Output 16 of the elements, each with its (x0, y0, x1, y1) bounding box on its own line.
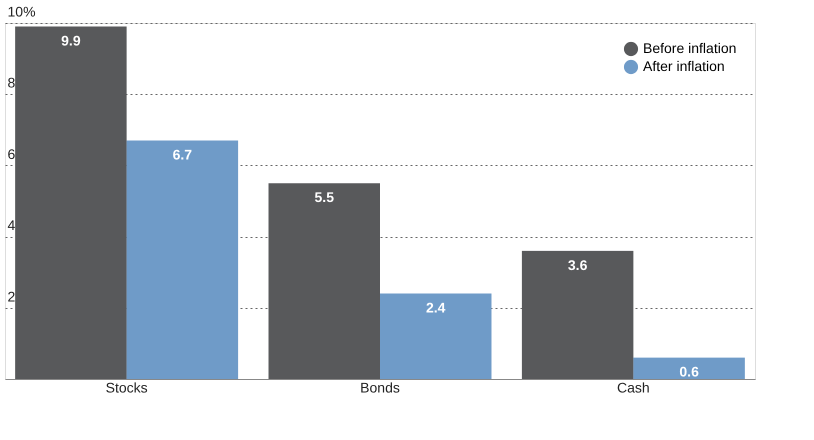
y-tick-label: 10% (8, 4, 36, 20)
x-tick-label: Bonds (360, 380, 400, 396)
y-tick-label: 2 (8, 288, 16, 304)
data-label: 2.4 (426, 300, 446, 316)
data-label: 3.6 (568, 256, 588, 273)
data-label: 0.6 (679, 364, 700, 380)
x-tick-label: Cash (617, 380, 650, 396)
y-tick-label: 4 (8, 217, 16, 234)
x-tick-label: Stocks (106, 380, 148, 396)
data-label: 9.9 (61, 32, 81, 49)
data-label: 6.7 (172, 146, 192, 162)
legend-label: Before inflation (643, 40, 736, 56)
data-label: 5.5 (314, 189, 334, 206)
legend-label: After inflation (643, 58, 725, 74)
y-tick-label: 6 (8, 146, 16, 162)
y-tick-label: 8 (8, 74, 16, 91)
